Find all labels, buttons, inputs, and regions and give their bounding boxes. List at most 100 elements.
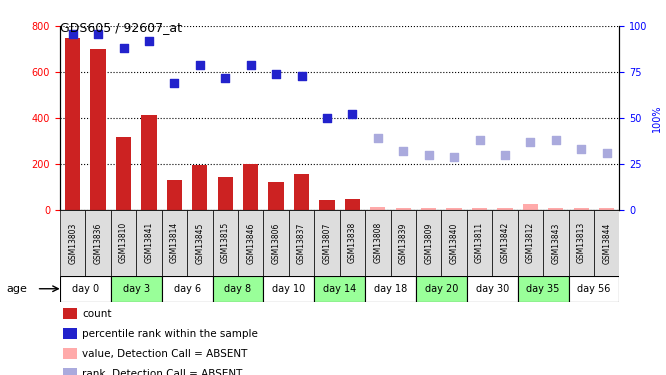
Bar (365, 276, 416, 302)
Bar (416, 210, 442, 276)
Bar (345, 198, 360, 210)
Bar (111, 210, 137, 276)
Point (347, 111, 358, 117)
Bar (390, 210, 416, 276)
Text: GSM13813: GSM13813 (577, 222, 585, 263)
Text: GSM13811: GSM13811 (475, 222, 484, 263)
Text: GSM13844: GSM13844 (602, 222, 611, 264)
Text: value, Detection Call = ABSENT: value, Detection Call = ABSENT (83, 350, 248, 359)
Point (500, 152, 510, 158)
Text: day 6: day 6 (174, 284, 200, 294)
Bar (162, 210, 187, 276)
Bar (212, 276, 263, 302)
Text: day 35: day 35 (526, 284, 560, 294)
Point (424, 152, 434, 158)
Bar (166, 180, 182, 210)
Bar (498, 208, 513, 210)
Bar (573, 208, 589, 210)
Bar (467, 210, 492, 276)
Bar (91, 49, 106, 210)
Bar (594, 210, 619, 276)
Bar (60, 276, 111, 302)
Bar (314, 210, 340, 276)
Bar (523, 204, 538, 210)
Bar (446, 208, 462, 210)
Bar (60, 210, 85, 276)
Point (67, 31, 78, 37)
Bar (319, 200, 334, 210)
Text: GSM13846: GSM13846 (246, 222, 255, 264)
Point (296, 73, 307, 79)
Point (601, 150, 612, 156)
Text: day 56: day 56 (577, 284, 611, 294)
Text: GSM13807: GSM13807 (322, 222, 332, 264)
Bar (467, 276, 517, 302)
Point (245, 62, 256, 68)
Bar (548, 208, 563, 210)
Text: day 30: day 30 (476, 284, 509, 294)
Point (474, 137, 485, 143)
Text: GSM13812: GSM13812 (526, 222, 535, 263)
Bar (116, 136, 131, 210)
Bar (340, 210, 365, 276)
Y-axis label: 100%: 100% (651, 104, 661, 132)
Point (322, 115, 332, 121)
Bar (421, 208, 436, 210)
Bar (370, 207, 386, 210)
Bar (472, 208, 487, 210)
Text: GSM13836: GSM13836 (94, 222, 103, 264)
Bar (63, 308, 77, 320)
Bar (212, 210, 238, 276)
Text: GSM13810: GSM13810 (119, 222, 128, 263)
Text: GSM13814: GSM13814 (170, 222, 179, 263)
Point (449, 154, 460, 160)
Text: GSM13815: GSM13815 (220, 222, 230, 263)
Text: GSM13808: GSM13808 (374, 222, 382, 263)
Point (118, 45, 129, 51)
Bar (268, 183, 284, 210)
Bar (63, 368, 77, 375)
Bar (294, 174, 309, 210)
Bar (63, 328, 77, 339)
Text: GSM13806: GSM13806 (272, 222, 280, 264)
Text: day 10: day 10 (272, 284, 306, 294)
Point (93, 31, 103, 37)
Bar (263, 276, 314, 302)
Bar (192, 165, 207, 210)
Point (576, 146, 587, 152)
Point (144, 38, 155, 44)
Point (525, 139, 535, 145)
Text: age: age (7, 284, 27, 294)
Point (372, 135, 383, 141)
Bar (314, 276, 365, 302)
Bar (111, 276, 162, 302)
Text: GDS605 / 92607_at: GDS605 / 92607_at (60, 21, 182, 34)
Text: day 3: day 3 (123, 284, 150, 294)
Text: day 0: day 0 (72, 284, 99, 294)
Text: day 20: day 20 (425, 284, 458, 294)
Bar (365, 210, 390, 276)
Bar (517, 210, 543, 276)
Bar (85, 210, 111, 276)
Bar (63, 348, 77, 359)
Bar (569, 210, 594, 276)
Bar (238, 210, 263, 276)
Bar (599, 208, 614, 210)
Bar (442, 210, 467, 276)
Text: rank, Detection Call = ABSENT: rank, Detection Call = ABSENT (83, 369, 242, 375)
Point (169, 80, 180, 86)
Bar (263, 210, 289, 276)
Bar (162, 276, 212, 302)
Text: GSM13838: GSM13838 (348, 222, 357, 263)
Text: day 8: day 8 (224, 284, 252, 294)
Text: GSM13843: GSM13843 (551, 222, 560, 264)
Point (398, 148, 408, 154)
Text: GSM13839: GSM13839 (399, 222, 408, 264)
Point (194, 62, 205, 68)
Text: GSM13840: GSM13840 (450, 222, 459, 264)
Bar (218, 177, 233, 210)
Bar (569, 276, 619, 302)
Bar (517, 276, 569, 302)
Bar (396, 208, 411, 210)
Bar (243, 164, 258, 210)
